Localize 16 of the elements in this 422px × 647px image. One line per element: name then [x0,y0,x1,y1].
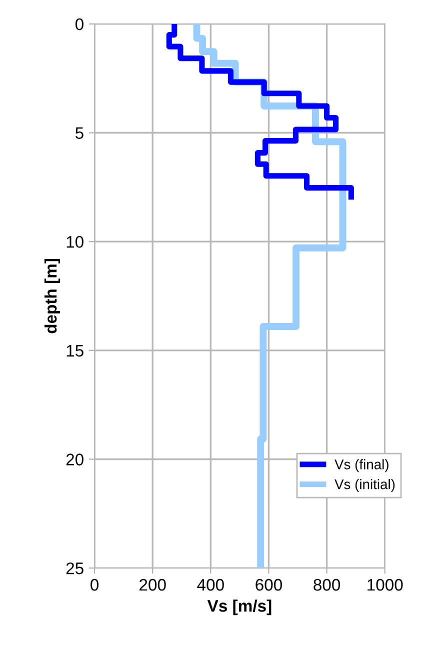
y-axis-title: depth [m] [44,258,60,334]
x-tick-label: 1000 [368,578,403,591]
y-tick-label: 5 [76,127,84,139]
y-tick-label: 25 [66,562,84,574]
y-tick-label: 10 [66,236,84,248]
x-tick-label: 800 [314,578,340,591]
y-tick-label: 20 [66,454,84,466]
x-tick-label: 200 [140,578,166,591]
y-tick-label: 15 [66,344,84,357]
x-tick-label: 400 [197,578,224,591]
legend-label: Vs (initial) [334,479,395,492]
x-tick-label: 0 [90,578,99,591]
y-tick-label: 0 [75,18,84,30]
x-axis-title: Vs [m/s] [207,600,272,616]
x-tick-label: 600 [256,578,282,591]
legend-label: Vs (final) [334,459,388,472]
